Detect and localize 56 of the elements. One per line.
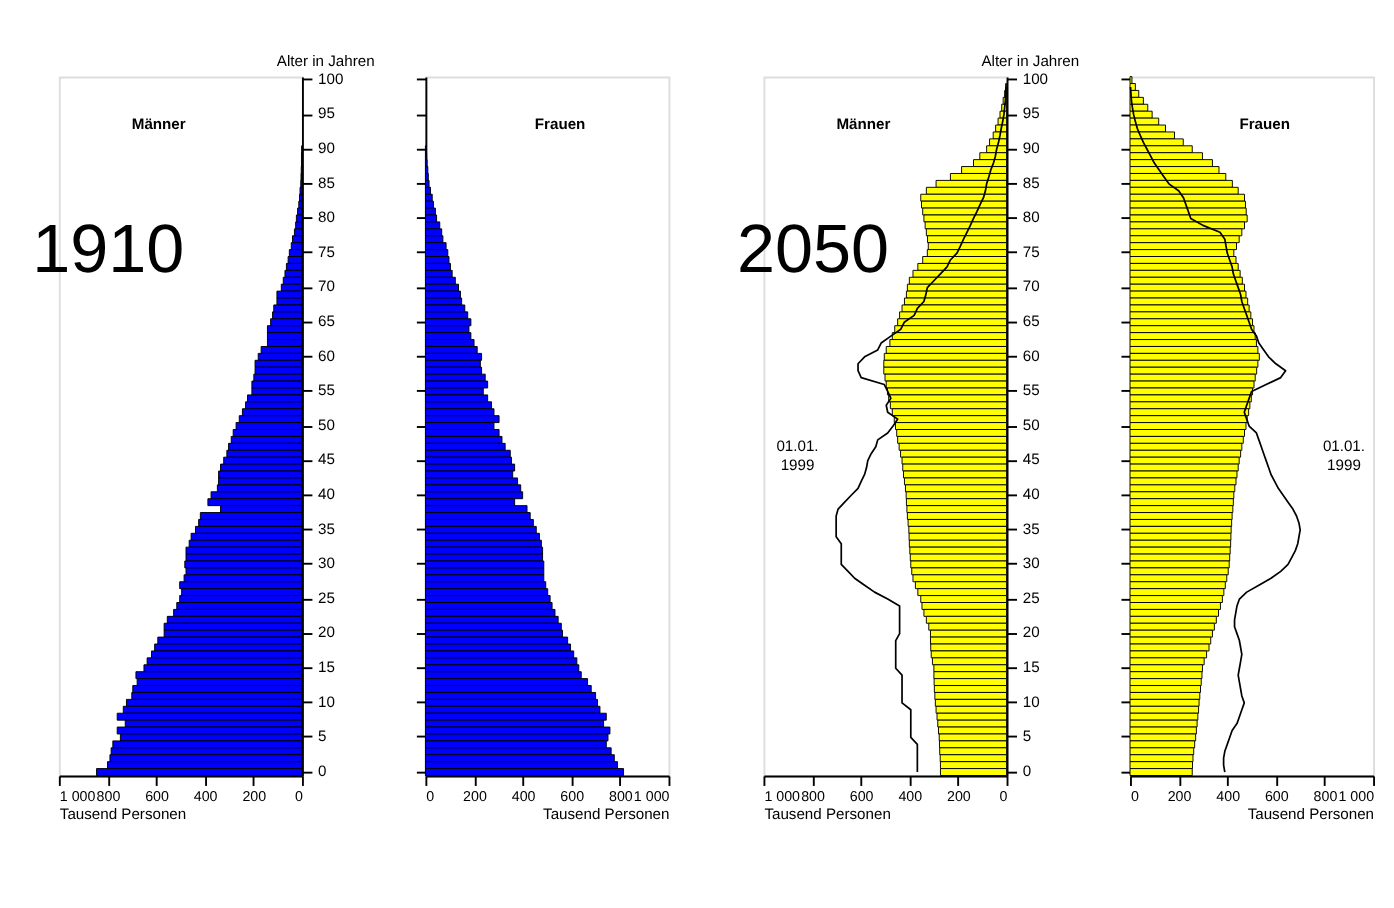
y-tick-label: 45	[318, 450, 335, 469]
y-tick-label: 30	[318, 554, 335, 573]
y-tick-label: 25	[1022, 588, 1040, 607]
y-tick-label: 60	[1022, 346, 1040, 365]
y-tick-label: 80	[1022, 208, 1040, 227]
text: Männer	[836, 115, 891, 134]
y-axis-title: Alter in Jahren	[981, 52, 1080, 71]
y-tick-label: 15	[1022, 658, 1040, 677]
y-tick-label: 55	[318, 381, 335, 400]
y-tick-label: 50	[318, 415, 335, 434]
y-tick-label: 75	[318, 242, 335, 261]
y-tick-label: 0	[318, 761, 327, 780]
text: 2050	[736, 212, 889, 289]
y-tick-label: 65	[318, 312, 335, 331]
y-tick-label: 5	[1022, 727, 1032, 746]
y-tick-label: 50	[1022, 415, 1040, 434]
y-tick-label: 40	[1022, 485, 1040, 504]
y-tick-label: 90	[318, 139, 335, 158]
y-tick-label: 70	[318, 277, 335, 296]
y-tick-label: 5	[318, 727, 327, 746]
y-tick-label: 35	[318, 519, 335, 538]
y-tick-label: 15	[318, 658, 335, 677]
x-axis-title: Tausend Personen	[764, 805, 891, 824]
annotation: 01.01. 1999	[1322, 436, 1366, 474]
y-tick-label: 85	[318, 173, 335, 192]
y-tick-label: 85	[1022, 173, 1040, 192]
y-tick-label: 95	[1022, 104, 1040, 123]
y-tick-label: 100	[1022, 69, 1049, 88]
y-tick-label: 30	[1022, 554, 1040, 573]
y-tick-label: 65	[1022, 312, 1040, 331]
y-axis-title: Alter in Jahren	[276, 52, 375, 71]
y-tick-label: 20	[1022, 623, 1040, 642]
y-tick-label: 25	[318, 588, 335, 607]
x-axis-title: Tausend Personen	[59, 805, 187, 824]
text: Männer	[131, 115, 186, 134]
text: Frauen	[534, 115, 587, 134]
text: Frauen	[1239, 115, 1291, 134]
y-tick-label: 35	[1022, 519, 1040, 538]
y-tick-label: 10	[1022, 692, 1040, 711]
y-tick-label: 10	[318, 692, 335, 711]
y-tick-label: 70	[1022, 277, 1040, 296]
y-tick-label: 80	[318, 208, 335, 227]
x-axis-title: Tausend Personen	[543, 805, 670, 824]
y-tick-label: 95	[318, 104, 335, 123]
y-tick-label: 75	[1022, 242, 1040, 261]
y-tick-label: 100	[318, 69, 344, 88]
text: 1910	[32, 212, 185, 289]
y-tick-label: 40	[318, 485, 335, 504]
y-tick-label: 0	[1022, 761, 1032, 780]
y-tick-label: 55	[1022, 381, 1040, 400]
x-axis-title: Tausend Personen	[1247, 805, 1375, 824]
y-tick-label: 90	[1022, 139, 1040, 158]
y-tick-label: 60	[318, 346, 335, 365]
y-tick-label: 20	[318, 623, 335, 642]
annotation: 01.01. 1999	[776, 436, 819, 474]
y-tick-label: 45	[1022, 450, 1040, 469]
